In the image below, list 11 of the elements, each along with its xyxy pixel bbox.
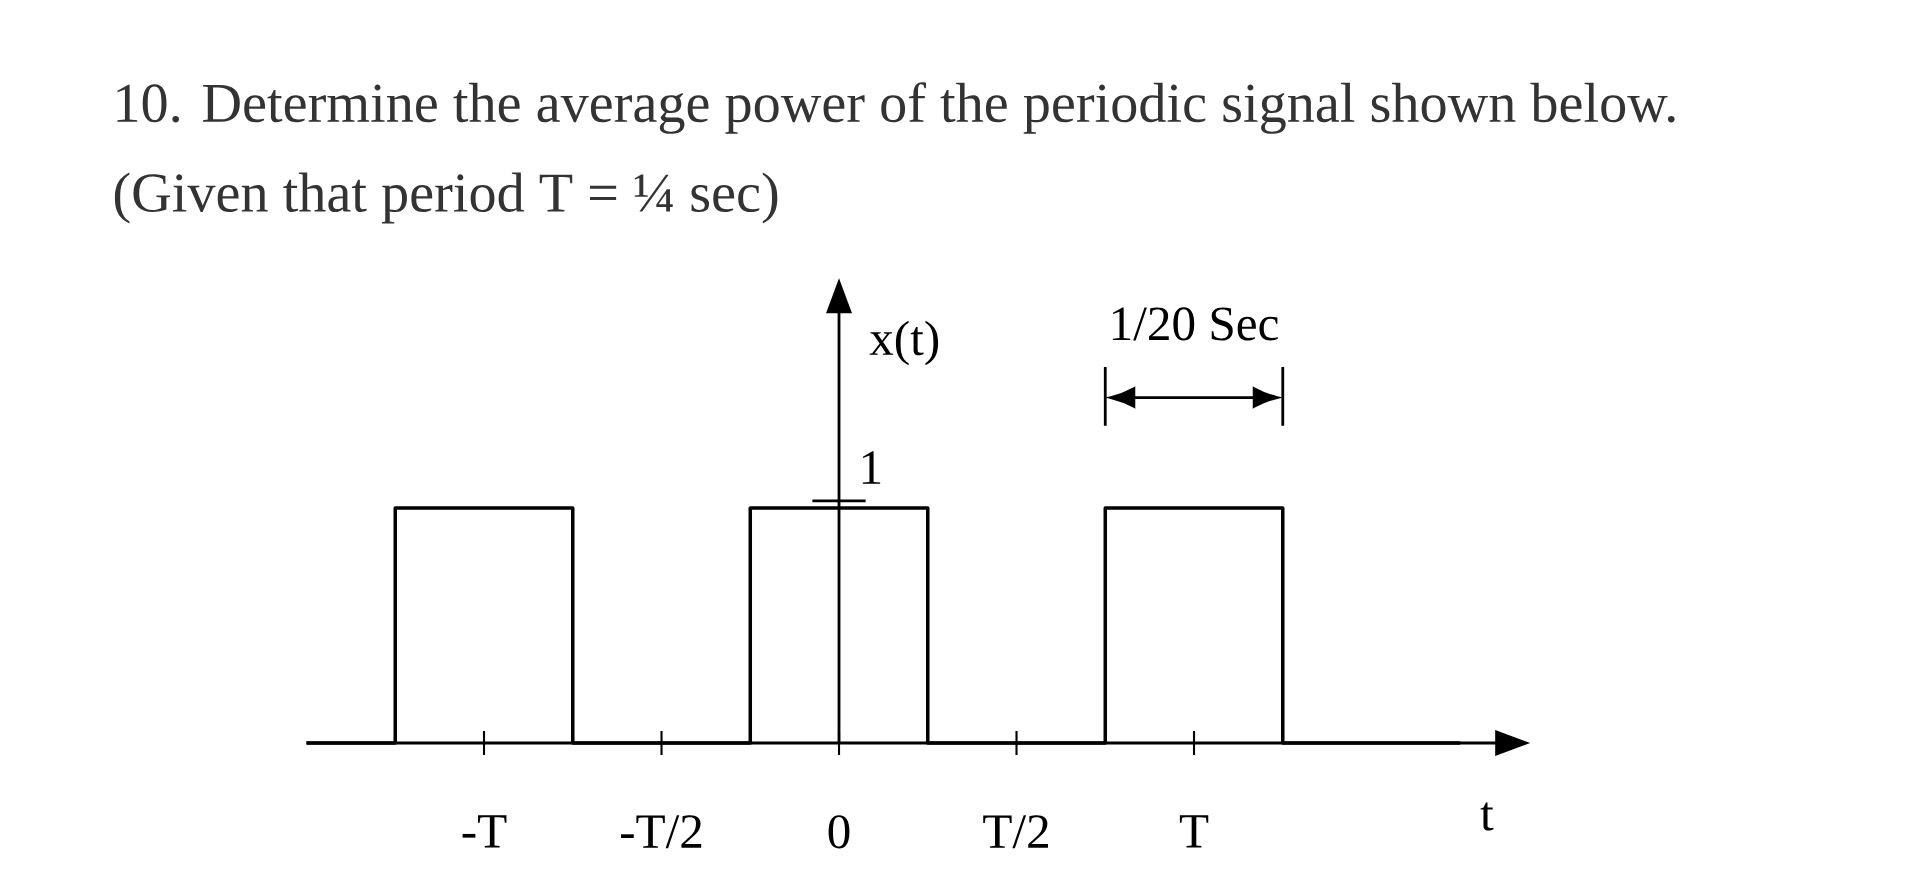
x-tick-label: T [1179,815,1209,848]
text: 1/20 Sec [1112,307,1278,341]
x-tick-label: T/2 [983,815,1048,849]
x-tick-label: 0 [828,815,850,849]
x-tick-label: -T/2 [620,815,702,849]
chart-subtitle: (Given that period T = ¼ sec) [114,172,778,224]
text: 1 [862,451,881,484]
x-axis-title: t [1480,802,1494,831]
chart-title: 10. Determine the average power of the periodic signal shown below. [117,82,1675,134]
y-axis-title: x(t) [869,320,939,366]
x-tick-label: -T [462,815,507,848]
